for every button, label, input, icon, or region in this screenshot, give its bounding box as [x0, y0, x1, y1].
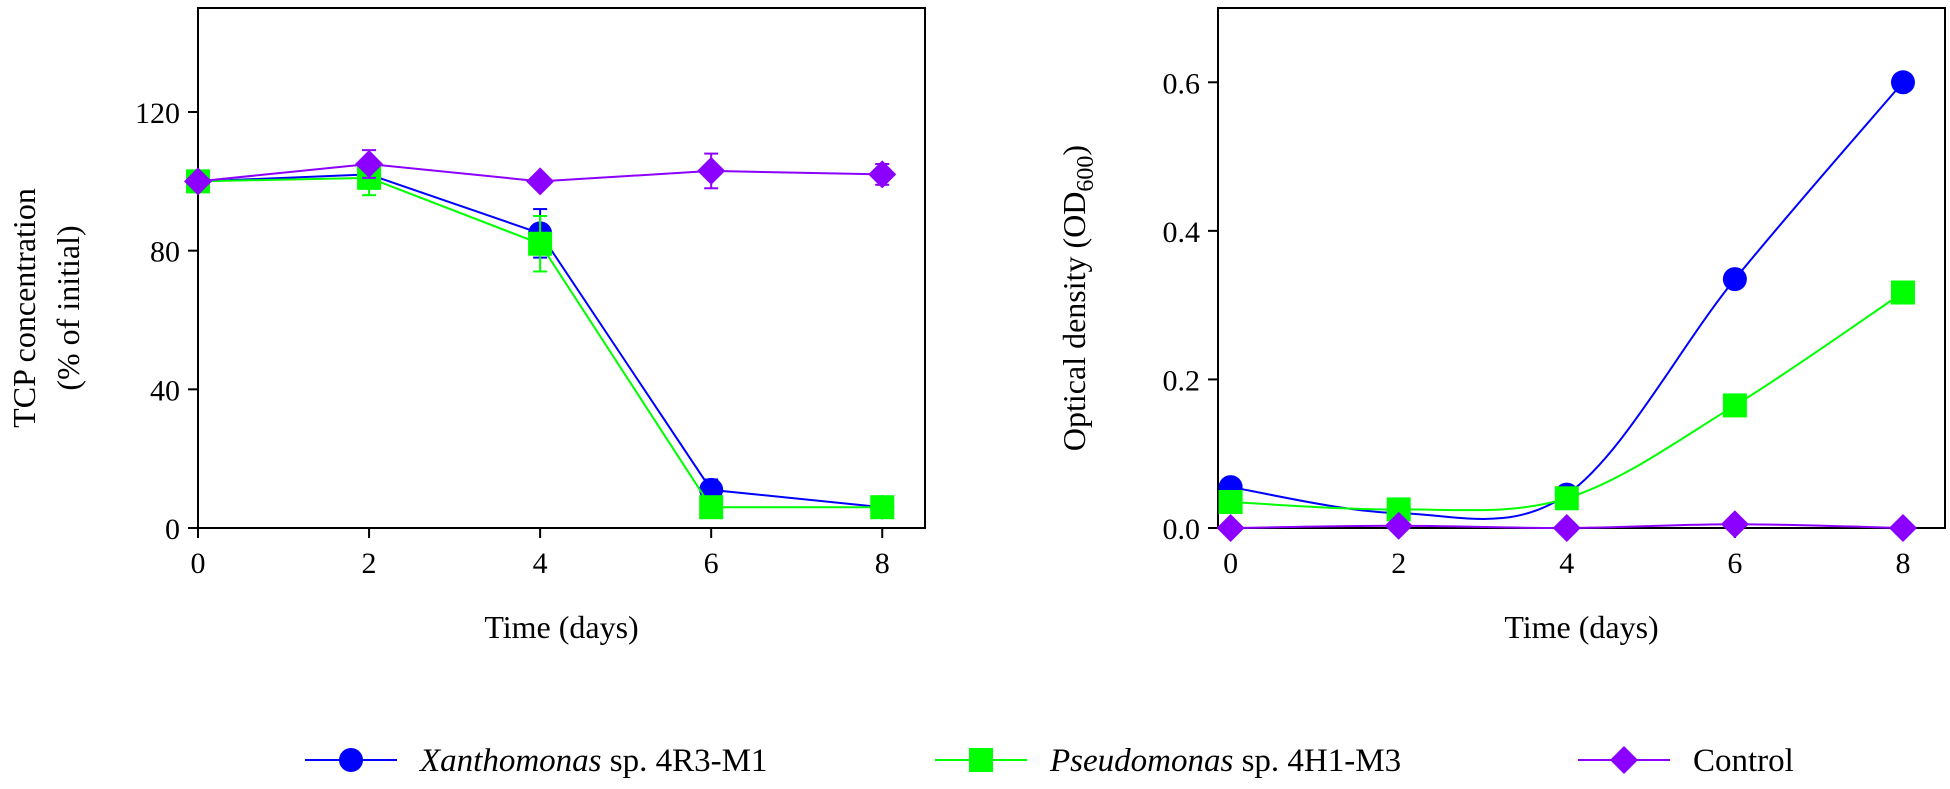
x-tick-label: 4: [533, 547, 548, 580]
y-tick-label: 120: [135, 97, 180, 130]
y-tick-label: 0.2: [1163, 364, 1201, 397]
x-tick-label: 8: [875, 547, 890, 580]
data-point-square: [1218, 490, 1243, 514]
series-diamond: [184, 149, 897, 196]
x-tick-label: 6: [1727, 547, 1742, 580]
legend-marker-square: [969, 748, 993, 772]
x-tick-label: 6: [704, 547, 719, 580]
x-tick-label: 4: [1559, 547, 1574, 580]
data-point-square: [1554, 486, 1579, 511]
legend-entry: Xanthomonas sp. 4R3-M1: [305, 743, 767, 779]
data-point-diamond: [355, 150, 384, 178]
y-tick-label: 80: [150, 236, 180, 269]
legend-label-rest: Control: [1693, 743, 1794, 779]
data-point-square: [870, 495, 895, 520]
y-axis-label: Optical density (OD600): [1056, 145, 1099, 451]
data-point-diamond: [1552, 514, 1581, 542]
x-axis-label: Time (days): [1504, 609, 1658, 645]
legend-entry: Control: [1578, 743, 1794, 779]
plot-frame: [1217, 7, 1946, 529]
y-axis-label-subscript: 600: [1073, 156, 1099, 192]
data-point-diamond: [868, 160, 897, 189]
y-axis-label-main: Optical density (OD: [1056, 192, 1092, 452]
legend: Xanthomonas sp. 4R3-M1 Pseudomonas sp. 4H…: [305, 743, 1794, 779]
data-point-diamond: [184, 167, 212, 196]
x-tick-label: 0: [1223, 547, 1238, 580]
data-point-square: [699, 495, 724, 520]
y-tick-label: 0: [165, 513, 180, 546]
data-point-diamond: [1384, 511, 1413, 540]
legend-label: Pseudomonas sp. 4H1-M3: [1049, 743, 1401, 779]
legend-marker-circle: [339, 748, 363, 772]
series-line: [1230, 81, 1904, 520]
y-axis-label: TCP concentration: [6, 188, 42, 428]
data-point-diamond: [697, 156, 726, 185]
legend-label-rest: sp. 4R3-M1: [602, 743, 768, 779]
legend-marker-diamond: [1610, 746, 1638, 774]
series-square: [1218, 280, 1915, 522]
data-point-square: [1722, 393, 1747, 418]
y-tick-label: 0.4: [1163, 216, 1201, 249]
data-point-square: [1890, 280, 1915, 305]
data-point-square: [528, 231, 553, 256]
y-tick-label: 40: [150, 374, 180, 407]
series-circle: [1218, 70, 1915, 526]
plot-frame: [197, 7, 926, 529]
data-point-diamond: [1888, 514, 1917, 542]
y-tick-label: 0.6: [1163, 67, 1201, 100]
y-axis-label: (% of initial): [50, 225, 86, 390]
legend-label-italic: Xanthomonas: [418, 743, 602, 779]
legend-entry: Pseudomonas sp. 4H1-M3: [935, 743, 1401, 779]
data-point-diamond: [526, 167, 555, 196]
data-point-diamond: [1720, 510, 1749, 539]
series-diamond: [1216, 510, 1917, 542]
x-tick-label: 8: [1895, 547, 1910, 580]
y-axis-label-end: ): [1056, 145, 1092, 156]
legend-label-italic: Pseudomonas: [1049, 743, 1233, 779]
x-tick-label: 0: [191, 547, 206, 580]
data-point-diamond: [1216, 514, 1245, 542]
y-tick-label: 0.0: [1163, 513, 1201, 546]
legend-label: Control: [1693, 743, 1794, 779]
legend-label: Xanthomonas sp. 4R3-M1: [418, 743, 767, 779]
data-point-circle: [1890, 70, 1915, 95]
x-axis-label: Time (days): [484, 609, 638, 645]
x-tick-label: 2: [362, 547, 377, 580]
series-line: [1230, 291, 1904, 512]
data-point-circle: [1722, 267, 1747, 292]
chart-optical-density: 0 2 4 6 8 0.0 0.2 0.4 0.6 Time (days) Optical dens…: [1056, 7, 1946, 645]
legend-label-rest: sp. 4H1-M3: [1233, 743, 1401, 779]
x-tick-label: 2: [1391, 547, 1406, 580]
